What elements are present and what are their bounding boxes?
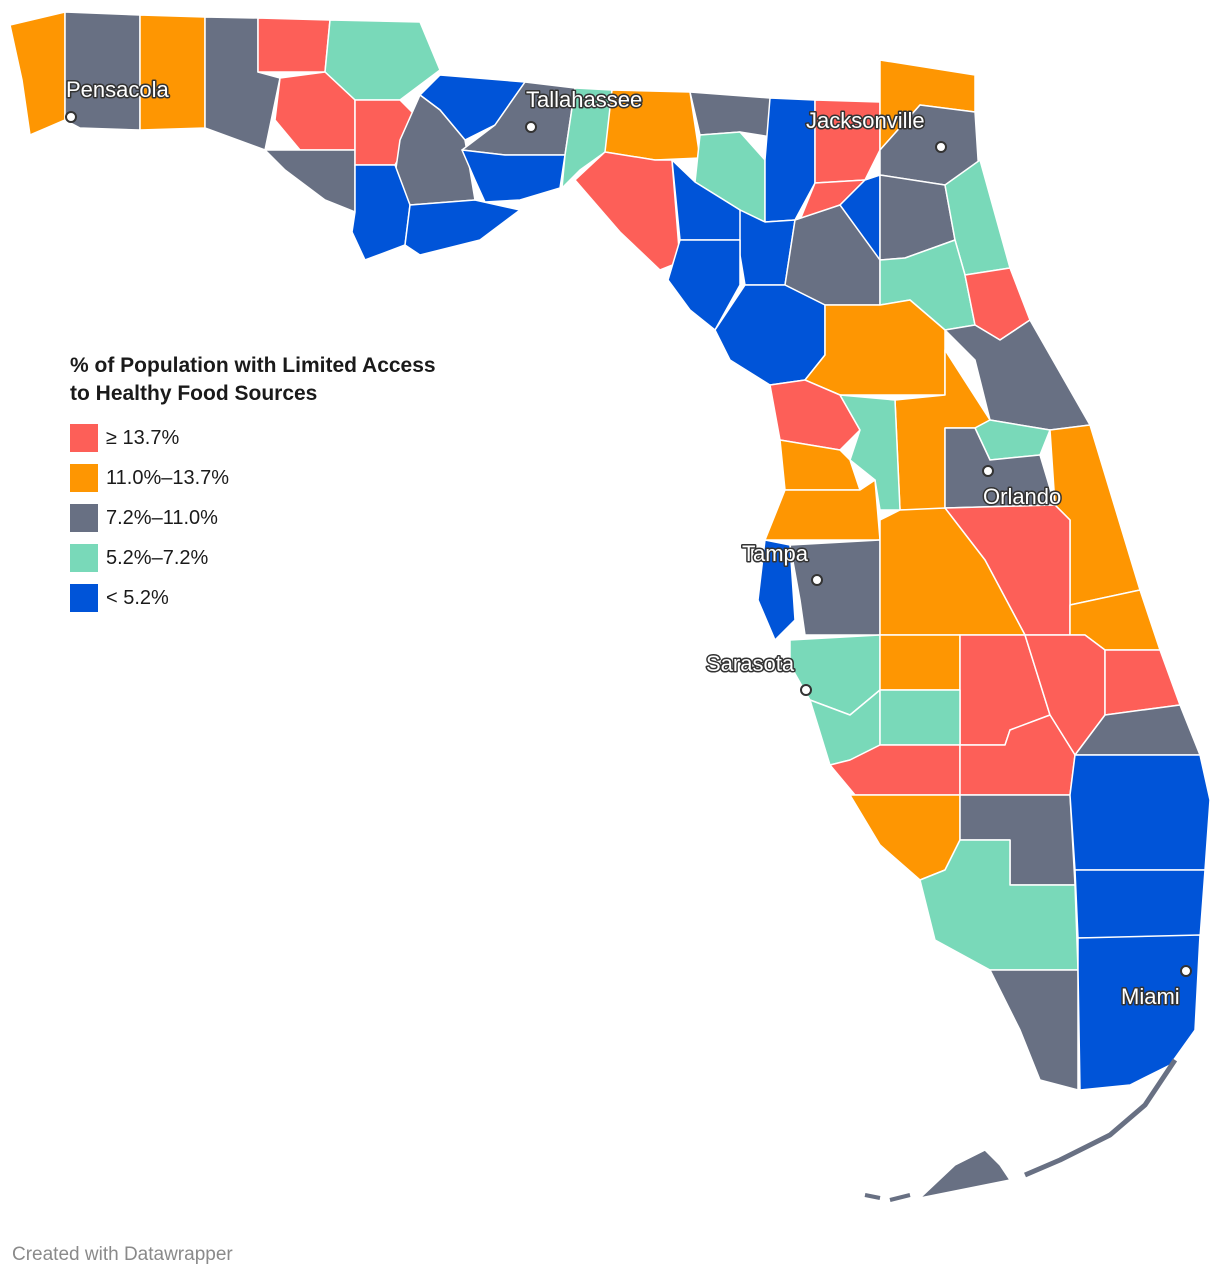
legend-label: < 5.2% [106, 586, 169, 609]
county-broward[interactable] [1074, 869, 1206, 939]
county-miami-dade[interactable] [1077, 934, 1201, 1091]
county-holmes[interactable] [257, 17, 331, 73]
miami-label: Miami [1121, 984, 1180, 1009]
jacksonville-dot [935, 141, 947, 153]
legend-swatch [70, 464, 98, 492]
county-gulf[interactable] [351, 164, 411, 261]
pensacola-dot [65, 111, 77, 123]
county-santa-rosa[interactable] [64, 11, 141, 131]
county-hardee[interactable] [879, 634, 961, 691]
legend-swatch [70, 544, 98, 572]
legend-swatch [70, 504, 98, 532]
tampa-label: Tampa [742, 541, 809, 566]
city-markers: Pensacola Tallahassee Jacksonville Orlan… [65, 76, 1192, 1011]
county-escambia[interactable] [9, 11, 66, 136]
county-pasco[interactable] [764, 479, 881, 541]
legend-label: 5.2%–7.2% [106, 546, 209, 569]
county-okaloosa[interactable] [139, 14, 206, 131]
legend-item: ≥ 13.7% [70, 418, 490, 458]
sarasota-dot [800, 684, 812, 696]
legend: % of Population with Limited Access to H… [70, 352, 490, 618]
miami-dot [1180, 965, 1192, 977]
county-palm-beach[interactable] [1069, 754, 1211, 871]
county-hernando[interactable] [779, 439, 861, 491]
sarasota-label: Sarasota [706, 651, 795, 676]
keys-chain-west [864, 1193, 911, 1202]
tallahassee-label: Tallahassee [526, 87, 642, 112]
county-pinellas[interactable] [757, 539, 796, 641]
datawrapper-credit: Created with Datawrapper [12, 1244, 233, 1265]
legend-swatch [70, 424, 98, 452]
county-marion[interactable] [804, 299, 946, 396]
legend-item: 5.2%–7.2% [70, 538, 490, 578]
county-lee[interactable] [849, 794, 961, 881]
legend-swatch [70, 584, 98, 612]
orlando-dot [982, 465, 994, 477]
county-monroe[interactable] [989, 969, 1079, 1091]
county-wakulla[interactable] [461, 149, 566, 203]
legend-title: % of Population with Limited Access to H… [70, 352, 490, 408]
legend-label: ≥ 13.7% [106, 426, 180, 449]
pensacola-label: Pensacola [66, 77, 170, 102]
county-desoto[interactable] [879, 689, 961, 746]
jacksonville-label: Jacksonville [806, 108, 925, 133]
orlando-label: Orlando [983, 484, 1061, 509]
county-hamilton[interactable] [689, 91, 791, 141]
county-sumter[interactable] [839, 394, 901, 511]
legend-label: 11.0%–13.7% [106, 466, 230, 489]
county-monroe-keys[interactable] [919, 1149, 1011, 1199]
legend-title-line1: % of Population with Limited Access [70, 354, 436, 377]
legend-item: 11.0%–13.7% [70, 458, 490, 498]
legend-item: < 5.2% [70, 578, 490, 618]
legend-label: 7.2%–11.0% [106, 506, 218, 529]
legend-title-line2: to Healthy Food Sources [70, 382, 318, 405]
county-st-lucie[interactable] [1104, 649, 1181, 716]
county-collier[interactable] [919, 839, 1079, 971]
county-taylor[interactable] [574, 151, 681, 271]
county-franklin[interactable] [404, 199, 521, 256]
legend-item: 7.2%–11.0% [70, 498, 490, 538]
county-baker[interactable] [814, 99, 881, 184]
county-hillsborough[interactable] [789, 539, 881, 636]
tallahassee-dot [525, 121, 537, 133]
tampa-dot [811, 574, 823, 586]
county-madison[interactable] [604, 89, 701, 161]
keys-chain [1024, 1058, 1178, 1178]
county-bay[interactable] [264, 149, 356, 213]
